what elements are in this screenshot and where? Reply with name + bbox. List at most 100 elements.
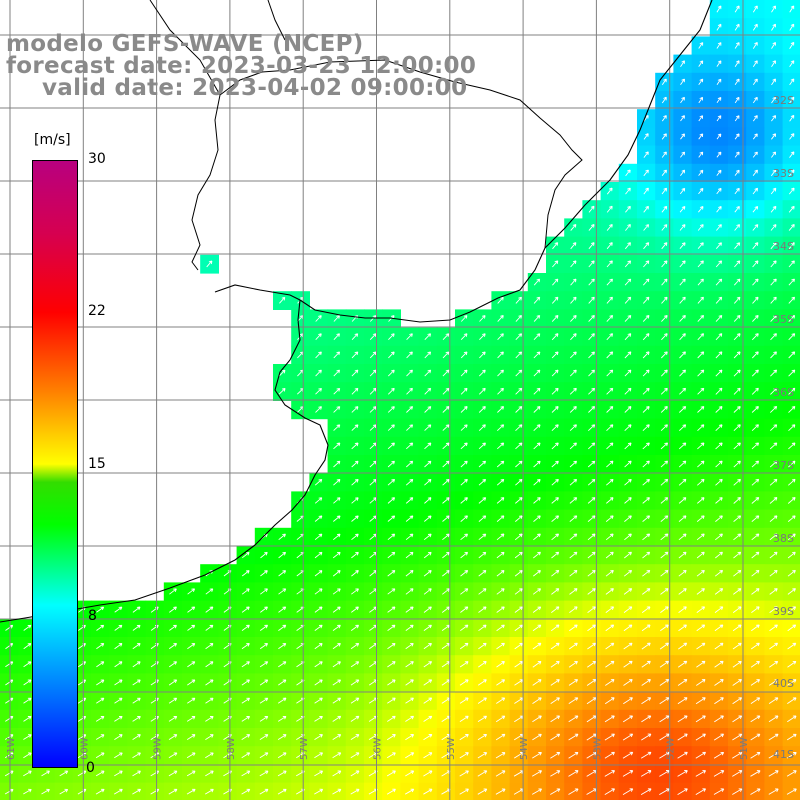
- wind-arrow: [460, 606, 469, 613]
- wind-arrow: [713, 733, 725, 741]
- wind-arrow: [660, 424, 668, 432]
- wind-arrow: [624, 242, 631, 250]
- wind-arrows: [4, 5, 797, 795]
- wind-arrow: [679, 351, 686, 359]
- wind-arrow: [677, 679, 688, 686]
- wind-arrow: [733, 387, 741, 395]
- wind-arrow: [771, 23, 776, 31]
- wind-arrow: [169, 588, 177, 595]
- wind-arrow: [424, 460, 432, 468]
- wind-arrow: [23, 715, 32, 722]
- wind-arrow: [698, 187, 704, 195]
- wind-arrow: [751, 569, 760, 577]
- wind-arrow: [787, 533, 796, 541]
- wind-arrow: [496, 442, 505, 450]
- wind-arrow: [314, 643, 323, 650]
- wind-arrow: [696, 624, 706, 632]
- wind-arrow: [442, 551, 450, 559]
- wind-arrow: [423, 588, 432, 595]
- wind-arrow: [186, 788, 196, 795]
- wind-arrow: [677, 715, 688, 723]
- wind-arrow: [588, 260, 595, 268]
- wind-arrow: [752, 133, 758, 140]
- wind-arrow: [642, 515, 651, 522]
- wind-arrow: [242, 551, 250, 559]
- wind-arrow: [661, 333, 668, 341]
- wind-arrow: [678, 642, 688, 650]
- wind-arrow: [241, 770, 251, 777]
- wind-arrow: [605, 679, 615, 686]
- wind-arrow: [387, 624, 396, 631]
- wind-arrow: [661, 224, 668, 231]
- wind-arrow: [678, 406, 687, 413]
- wind-arrow: [515, 296, 522, 304]
- wind-arrow: [606, 460, 614, 468]
- wind-arrow: [551, 442, 559, 450]
- wind-arrow: [788, 369, 796, 377]
- wind-arrow: [680, 78, 685, 86]
- wind-arrow: [278, 551, 287, 559]
- wind-arrow: [350, 752, 360, 759]
- wind-arrow: [770, 314, 777, 322]
- wind-arrow: [698, 78, 704, 85]
- wind-arrow: [660, 533, 669, 541]
- wind-arrow: [551, 460, 559, 468]
- wind-arrow: [314, 497, 323, 504]
- wind-arrow: [716, 151, 722, 158]
- wind-arrow: [278, 661, 287, 668]
- wind-arrow: [387, 551, 396, 559]
- wind-arrow: [532, 624, 542, 632]
- wind-arrow: [660, 624, 669, 632]
- wind-arrow: [771, 133, 777, 140]
- wind-arrow: [314, 624, 323, 631]
- wind-arrow: [679, 242, 686, 249]
- wind-arrow: [659, 715, 670, 723]
- wind-arrow: [551, 497, 559, 504]
- wind-arrow: [696, 569, 705, 577]
- wind-arrow: [697, 242, 704, 249]
- wind-arrow: [624, 551, 632, 559]
- wind-arrow: [623, 624, 633, 632]
- wind-arrow: [569, 569, 578, 577]
- wind-arrow: [460, 515, 468, 522]
- wind-arrow: [515, 314, 522, 322]
- wind-arrow: [569, 424, 577, 432]
- wind-arrow: [314, 715, 323, 722]
- wind-arrow: [332, 788, 342, 795]
- wind-arrow: [714, 588, 724, 595]
- wind-arrow: [168, 697, 178, 704]
- wind-arrow: [698, 115, 704, 122]
- wind-arrow: [659, 751, 670, 759]
- wind-arrow: [605, 642, 615, 650]
- wind-arrow: [660, 406, 668, 413]
- wind-arrow: [496, 624, 505, 632]
- wind-arrow: [241, 734, 251, 740]
- wind-arrow: [23, 752, 32, 759]
- wind-arrow: [643, 260, 650, 268]
- wind-arrow: [770, 278, 777, 286]
- wind-arrow: [678, 478, 687, 486]
- wind-arrow: [551, 387, 559, 395]
- wind-arrow: [716, 42, 722, 49]
- wind-arrow: [168, 752, 178, 759]
- wind-arrow: [677, 751, 688, 759]
- wind-arrow: [751, 333, 759, 341]
- wind-arrow: [642, 406, 650, 413]
- wind-arrow: [387, 679, 396, 686]
- wind-arrow: [715, 296, 723, 304]
- wind-arrow: [406, 351, 413, 359]
- wind-arrow: [769, 642, 779, 650]
- wind-arrow: [661, 278, 668, 286]
- wind-arrow: [459, 733, 469, 741]
- wind-arrow: [132, 697, 141, 704]
- wind-arrow: [551, 369, 559, 377]
- wind-arrow: [606, 424, 614, 432]
- wind-arrow: [587, 533, 596, 541]
- wind-arrow: [733, 442, 741, 450]
- wind-arrow: [424, 515, 432, 522]
- wind-arrow: [477, 679, 487, 686]
- colorbar-tick-0: 0: [86, 760, 95, 776]
- wind-arrow: [424, 333, 432, 341]
- wind-arrow: [259, 697, 269, 704]
